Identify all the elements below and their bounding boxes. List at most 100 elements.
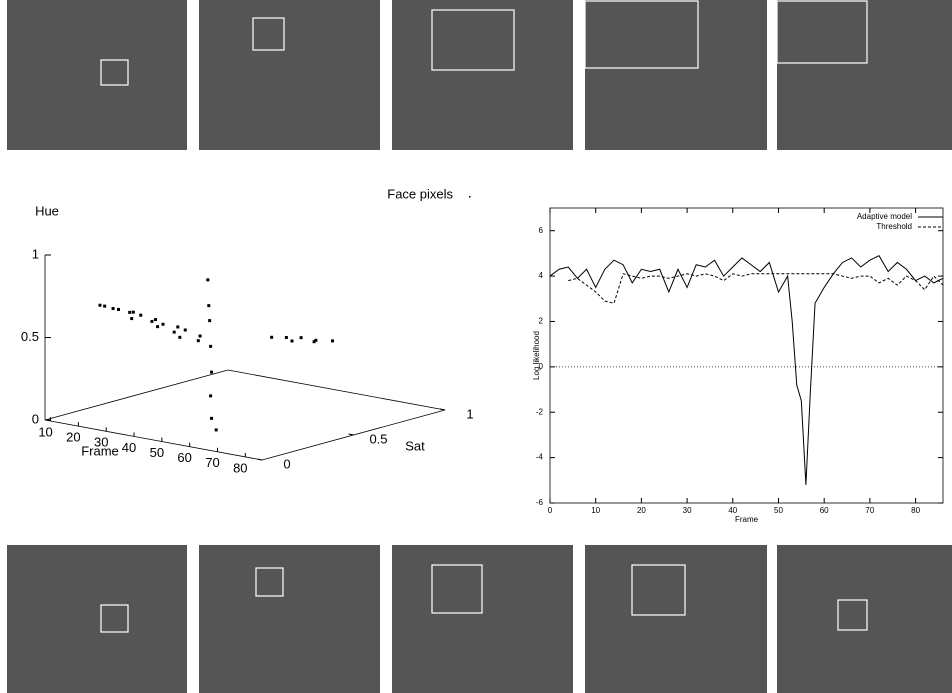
- z-tick: [348, 433, 354, 436]
- face-box: [837, 599, 868, 631]
- point: [172, 330, 176, 334]
- point: [150, 319, 154, 323]
- video-frame: [585, 0, 767, 150]
- video-frame: [7, 545, 187, 693]
- y-tick-label: 4: [539, 271, 544, 280]
- point: [183, 328, 187, 332]
- video-frame: [777, 545, 952, 693]
- bottom-frames: [7, 545, 952, 693]
- point: [208, 319, 212, 323]
- point: [206, 278, 210, 282]
- legend-label: Threshold: [876, 222, 912, 231]
- axis-line: [227, 369, 446, 411]
- y-tick-label: 1: [32, 246, 39, 261]
- point: [131, 310, 135, 314]
- point: [176, 325, 180, 329]
- y-axis-title: Log likelihood: [532, 331, 541, 380]
- video-frame: [585, 545, 767, 693]
- face-box: [431, 9, 515, 71]
- face-box: [431, 564, 483, 614]
- x-tick-label: 0: [548, 506, 553, 515]
- video-frame: [777, 0, 952, 150]
- face-box: [584, 0, 699, 69]
- legend-label: Adaptive model: [857, 212, 912, 221]
- x-tick-label: 30: [683, 506, 692, 515]
- x-tick-label: 20: [637, 506, 646, 515]
- point: [161, 322, 165, 326]
- face-box: [100, 604, 129, 633]
- z-tick: [439, 408, 446, 411]
- point: [139, 313, 143, 317]
- series-line: [568, 273, 944, 304]
- face-box: [100, 59, 129, 86]
- x-tick-label: 30: [94, 435, 108, 450]
- legend-marker: [469, 196, 471, 198]
- x-tick-label: 80: [911, 506, 920, 515]
- video-frame: [392, 0, 573, 150]
- point: [178, 335, 182, 339]
- point: [210, 416, 214, 420]
- z-axis-title: Sat: [405, 438, 425, 453]
- video-frame: [7, 0, 187, 150]
- x-tick-label: 10: [38, 424, 52, 439]
- y-tick-label: 6: [539, 226, 544, 235]
- axis-line: [44, 369, 229, 421]
- axis-line: [44, 419, 263, 461]
- x-tick-label: 80: [233, 460, 247, 475]
- point: [209, 344, 213, 348]
- x-tick-label: 60: [177, 450, 191, 465]
- point: [314, 338, 318, 342]
- y-axis-title: Hue: [35, 203, 59, 218]
- x-axis-title: Frame: [81, 443, 119, 458]
- point: [154, 318, 158, 322]
- y-tick-label: -6: [536, 498, 544, 507]
- point: [130, 317, 134, 321]
- video-frame: [199, 545, 380, 693]
- y-tick-label: 0.5: [21, 329, 39, 344]
- point: [210, 370, 214, 374]
- point: [330, 339, 334, 343]
- point: [98, 303, 102, 307]
- x-tick-label: 10: [591, 506, 600, 515]
- y-tick-label: -2: [536, 407, 544, 416]
- point: [214, 428, 218, 432]
- z-tick-label: 0.5: [369, 431, 387, 446]
- x-tick-label: 50: [774, 506, 783, 515]
- point: [290, 339, 294, 343]
- z-tick-label: 0: [283, 456, 290, 471]
- z-tick: [256, 458, 263, 461]
- plot-frame: [549, 207, 944, 504]
- x-tick-label: 40: [122, 440, 136, 455]
- z-tick-label: 1: [466, 406, 473, 421]
- x-axis-title: Frame: [735, 515, 759, 524]
- x-tick-label: 20: [66, 430, 80, 445]
- point: [209, 394, 213, 398]
- y-tick-label: 0: [32, 411, 39, 426]
- point: [270, 335, 274, 339]
- top-frames: [7, 0, 952, 150]
- face-box: [252, 17, 285, 51]
- point: [116, 307, 120, 311]
- point: [156, 325, 160, 329]
- x-tick-label: 50: [150, 445, 164, 460]
- point: [103, 304, 107, 308]
- point: [207, 304, 211, 308]
- face-box: [255, 567, 284, 597]
- x-tick-label: 40: [728, 506, 737, 515]
- video-frame: [199, 0, 380, 150]
- point: [111, 307, 115, 311]
- point: [198, 334, 202, 338]
- point: [299, 336, 303, 340]
- face-box: [631, 564, 686, 616]
- y-tick-label: 2: [539, 317, 544, 326]
- series-line: [549, 254, 944, 485]
- point: [312, 340, 316, 344]
- y-tick-label: -4: [536, 453, 544, 462]
- y-tick-label: 0: [539, 362, 544, 371]
- x-tick-label: 70: [865, 506, 874, 515]
- point: [284, 335, 288, 339]
- point: [128, 310, 132, 314]
- x-tick-label: 70: [205, 455, 219, 470]
